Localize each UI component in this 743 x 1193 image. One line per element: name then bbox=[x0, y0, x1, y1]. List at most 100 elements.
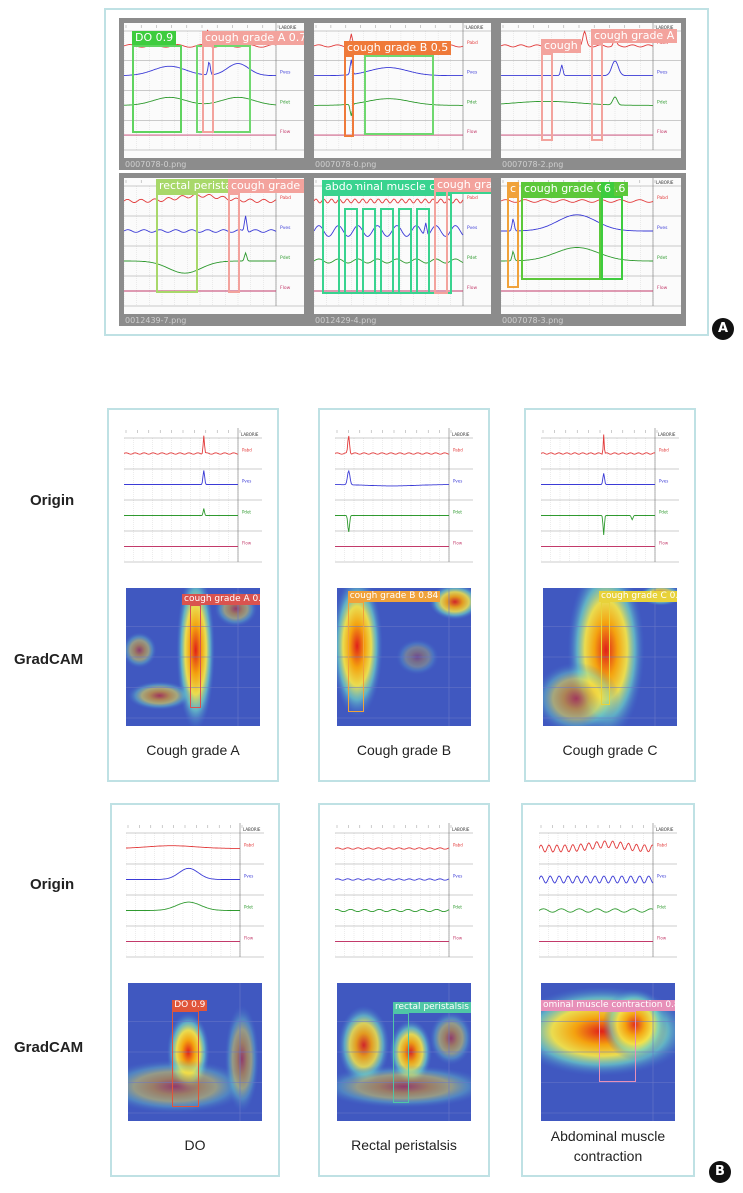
trace-pabd bbox=[124, 193, 277, 204]
brand-label: LABORIE bbox=[466, 25, 484, 30]
gradcam-heatmap: DO 0.9 bbox=[128, 983, 262, 1121]
brand-label: LABORIE bbox=[243, 827, 261, 832]
channel-label-pdet: Pdet bbox=[467, 255, 477, 261]
gradcam-detection-label: cough grade C 0.76 bbox=[599, 590, 677, 602]
trace-pdet bbox=[501, 247, 653, 262]
channel-label-pdet: Pdet bbox=[242, 510, 251, 515]
gradcam-card-2: Pabd Pves Pdet Flow LABORIE cough grade B 0.8… bbox=[318, 408, 490, 782]
origin-chart-svg: Pabd Pves Pdet Flow LABORIE bbox=[539, 823, 677, 958]
detection-box bbox=[132, 45, 182, 133]
trace-pves bbox=[501, 60, 653, 77]
trace-pdet bbox=[539, 908, 654, 913]
channel-label-pves: Pves bbox=[453, 479, 462, 484]
gradcam-detection-label: ominal muscle contraction 0.86 bbox=[541, 999, 675, 1011]
channel-label-pves: Pves bbox=[657, 70, 668, 76]
channel-label-pves: Pves bbox=[453, 874, 462, 879]
origin-chart: Pabd Pves Pdet Flow LABORIE bbox=[124, 428, 262, 570]
heat-blob bbox=[337, 1064, 471, 1109]
detection-box bbox=[601, 196, 623, 280]
origin-chart-svg: Pabd Pves Pdet Flow LABORIE bbox=[335, 428, 473, 563]
channel-label-flow: Flow bbox=[659, 541, 669, 546]
trace-pabd bbox=[541, 434, 656, 455]
heatmap-svg bbox=[128, 983, 262, 1121]
detection-box bbox=[344, 55, 354, 137]
brand-label: LABORIE bbox=[279, 25, 297, 30]
channel-label-flow: Flow bbox=[242, 541, 252, 546]
channel-label-pabd: Pabd bbox=[467, 195, 478, 201]
detection-box bbox=[521, 196, 601, 280]
channel-label-pabd: Pabd bbox=[453, 843, 463, 848]
channel-label-flow: Flow bbox=[467, 285, 477, 291]
trace-pabd bbox=[126, 845, 240, 849]
origin-chart: Pabd Pves Pdet Flow LABORIE bbox=[335, 823, 473, 965]
origin-chart: Pabd Pves Pdet Flow LABORIE bbox=[335, 428, 473, 570]
card-caption-line-2: contraction bbox=[573, 1148, 643, 1164]
detection-label: c bbox=[507, 182, 520, 196]
card-caption: Cough grade B bbox=[356, 742, 452, 758]
channel-label-pves: Pves bbox=[657, 225, 668, 231]
detection-box bbox=[541, 53, 553, 141]
channel-label-pdet: Pdet bbox=[280, 99, 290, 105]
channel-label-pdet: Pdet bbox=[453, 905, 462, 910]
channel-label-pabd: Pabd bbox=[242, 448, 252, 453]
trace-pves bbox=[501, 214, 653, 232]
detection-box bbox=[228, 193, 240, 293]
channel-label-flow: Flow bbox=[453, 936, 463, 941]
trace-pdet bbox=[126, 901, 240, 911]
gradcam-detection-box bbox=[172, 1010, 200, 1108]
channel-label-pdet: Pdet bbox=[453, 510, 462, 515]
channel-label-flow: Flow bbox=[280, 129, 291, 135]
channel-label-pdet: Pdet bbox=[657, 905, 666, 910]
heat-blob bbox=[429, 1011, 471, 1066]
heat-blob bbox=[128, 1059, 250, 1114]
card-caption: Rectal peristalsis bbox=[351, 1137, 457, 1153]
gradcam-heatmap: cough grade C 0.76 bbox=[543, 588, 677, 726]
channel-label-flow: Flow bbox=[244, 936, 254, 941]
detection-box bbox=[202, 45, 214, 133]
gradcam-detection-label: rectal peristalsis 0.89 bbox=[393, 1002, 471, 1014]
channel-label-pabd: Pabd bbox=[280, 195, 291, 201]
trace-pves bbox=[541, 473, 655, 485]
trace-pdet bbox=[124, 251, 276, 274]
detection-label: cough grade A bbox=[591, 29, 678, 43]
trace-pabd bbox=[124, 435, 239, 455]
origin-chart-svg: Pabd Pves Pdet Flow LABORIE bbox=[335, 823, 473, 958]
channel-label-pabd: Pabd bbox=[453, 448, 463, 453]
channel-label-pabd: Pabd bbox=[659, 448, 669, 453]
channel-label-pves: Pves bbox=[467, 225, 478, 231]
gradcam-heatmap: cough grade B 0.84 bbox=[337, 588, 471, 726]
brand-label: LABORIE bbox=[656, 25, 674, 30]
gradcam-heatmap: cough grade A 0.92 bbox=[126, 588, 260, 726]
gradcam-detection-box bbox=[190, 604, 202, 709]
detection-box bbox=[380, 208, 394, 294]
detection-box bbox=[434, 188, 448, 294]
row-label-gradcam-1: GradCAM bbox=[14, 651, 84, 668]
trace-pdet bbox=[541, 515, 655, 536]
heat-blob bbox=[543, 662, 620, 726]
trace-pdet bbox=[335, 515, 449, 532]
origin-chart: Pabd Pves Pdet Flow LABORIE bbox=[541, 428, 679, 570]
detection-label: DO 0.9 bbox=[132, 31, 177, 45]
detection-label: cough bbox=[541, 39, 581, 53]
channel-label-pves: Pves bbox=[280, 70, 291, 76]
detection-box bbox=[416, 208, 430, 294]
trace-pves bbox=[314, 59, 463, 77]
tile-filename: 0007078-3.png bbox=[502, 316, 564, 325]
channel-label-pabd: Pabd bbox=[467, 40, 478, 46]
detection-box bbox=[398, 208, 412, 294]
panel-b-badge: B bbox=[709, 1161, 731, 1183]
card-caption: DO bbox=[184, 1137, 206, 1153]
gradcam-detection-label: DO 0.9 bbox=[172, 999, 208, 1011]
brand-label: LABORIE bbox=[452, 432, 470, 437]
detection-tile-5: PabdPvesPdetFlowLABORIEabdominal muscle … bbox=[309, 173, 496, 326]
detection-box bbox=[196, 45, 251, 133]
card-caption: Cough grade C bbox=[562, 742, 658, 758]
detection-box bbox=[344, 208, 358, 294]
gradcam-card-4: Pabd Pves Pdet Flow LABORIE DO 0.9 DO bbox=[110, 803, 280, 1177]
detection-box bbox=[362, 208, 376, 294]
row-label-gradcam-2: GradCAM bbox=[14, 1039, 84, 1056]
